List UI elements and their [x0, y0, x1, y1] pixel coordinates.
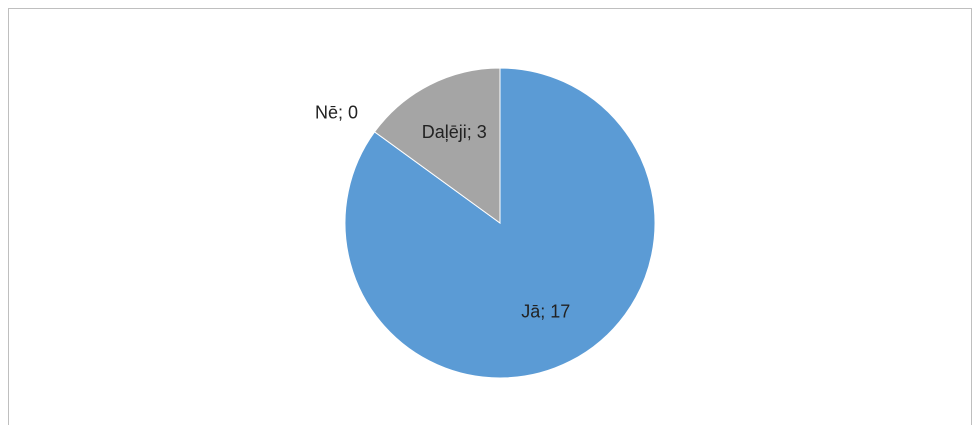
data-label: Daļēji; 3 [422, 122, 487, 142]
pie-slice [373, 67, 501, 224]
data-label: Jā; 17 [521, 302, 570, 322]
data-label: Nē; 0 [315, 102, 358, 122]
